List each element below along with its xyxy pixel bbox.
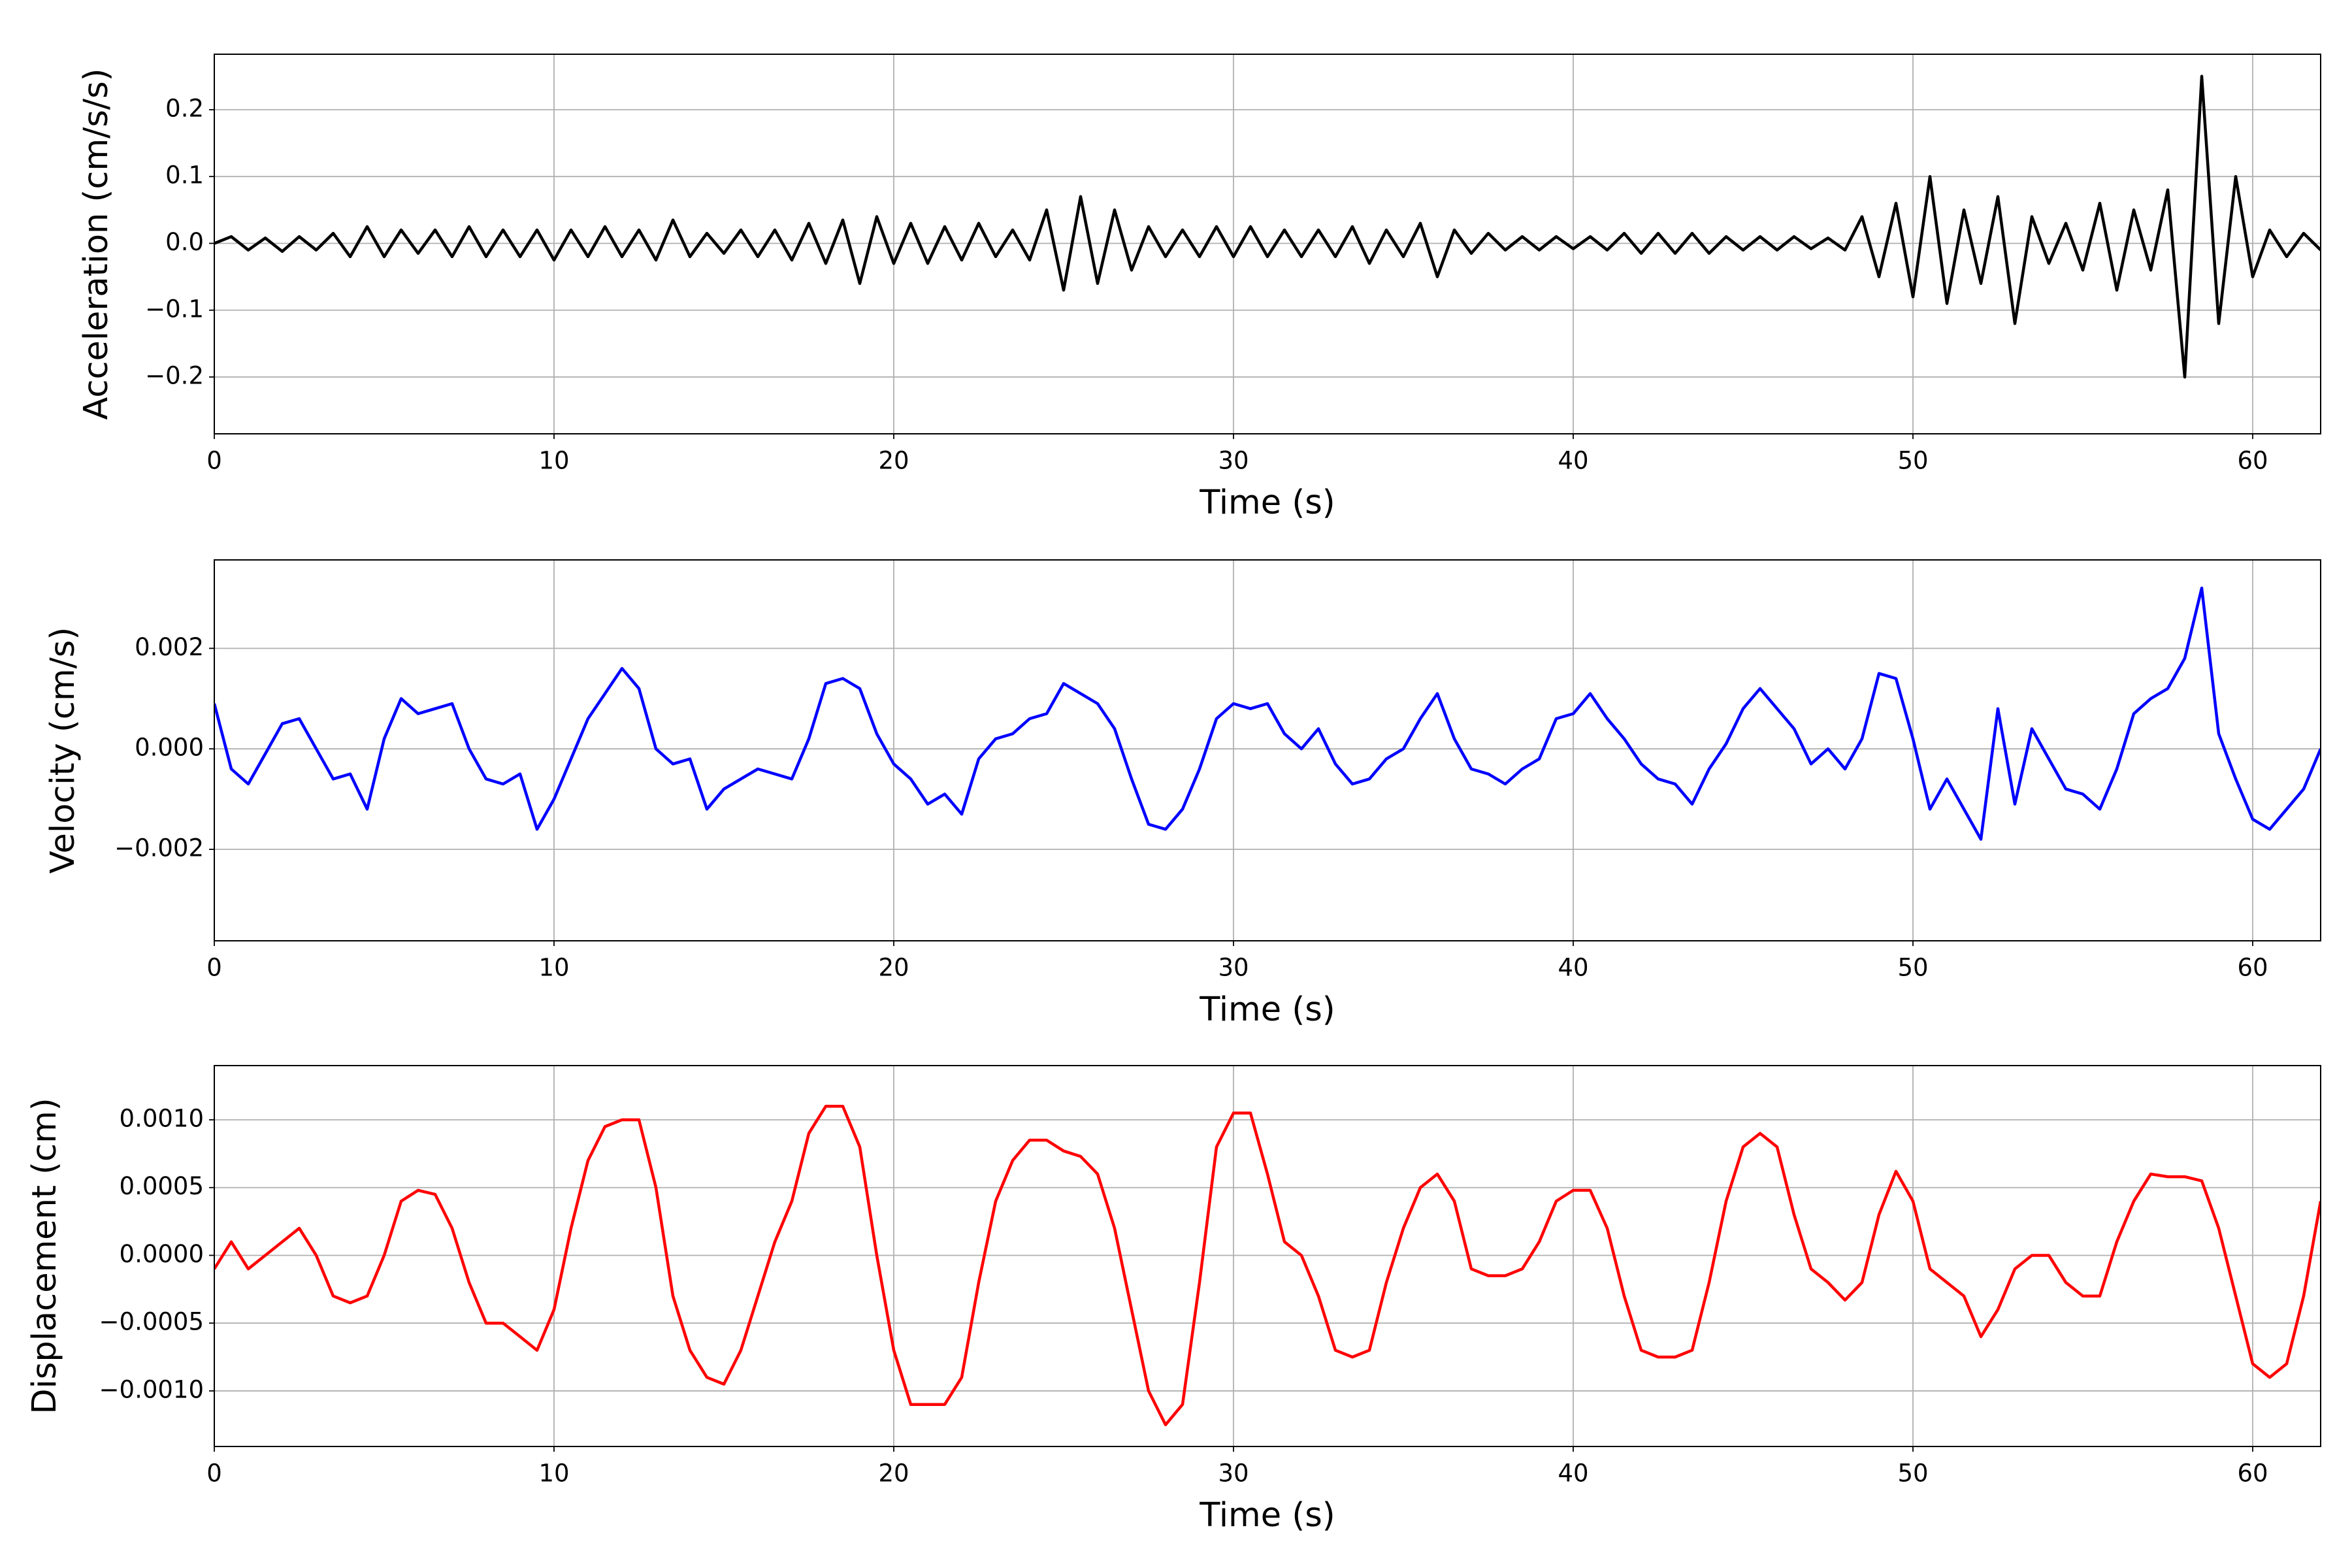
x-axis-label: Time (s) xyxy=(1199,990,1335,1029)
x-tick-label: 10 xyxy=(538,1460,569,1488)
x-tick-label: 10 xyxy=(538,447,569,475)
y-tick-label: 0.0005 xyxy=(120,1172,204,1200)
x-tick-label: 0 xyxy=(206,1460,222,1488)
y-tick-label: 0.002 xyxy=(135,633,204,661)
x-tick-label: 20 xyxy=(878,954,909,982)
x-tick-label: 60 xyxy=(2237,1460,2268,1488)
data-line xyxy=(214,1104,2321,1427)
y-tick-label: 0.0000 xyxy=(120,1240,204,1268)
x-tick-label: 20 xyxy=(878,447,909,475)
y-tick-label: 0.1 xyxy=(165,161,204,189)
x-tick-label: 30 xyxy=(1218,954,1249,982)
y-tick-label: −0.0010 xyxy=(99,1375,204,1403)
y-tick-label: 0.0 xyxy=(165,228,204,256)
y-axis-label: Displacement (cm) xyxy=(25,1098,64,1414)
x-axis-label: Time (s) xyxy=(1199,1496,1335,1535)
data-line xyxy=(214,586,2321,841)
x-tick-label: 40 xyxy=(1558,1460,1588,1488)
y-tick-label: −0.2 xyxy=(145,362,204,390)
x-tick-label: 50 xyxy=(1897,954,1928,982)
x-tick-label: 40 xyxy=(1558,447,1588,475)
data-line xyxy=(214,74,2321,379)
y-tick-label: 0.000 xyxy=(135,734,204,762)
x-axis-label: Time (s) xyxy=(1199,483,1335,522)
y-axis-label: Velocity (cm/s) xyxy=(44,627,82,874)
y-tick-label: −0.002 xyxy=(114,834,204,862)
y-tick-label: −0.1 xyxy=(145,295,204,323)
x-tick-label: 50 xyxy=(1897,447,1928,475)
x-tick-label: 40 xyxy=(1558,954,1588,982)
x-tick-label: 60 xyxy=(2237,447,2268,475)
x-tick-label: 60 xyxy=(2237,954,2268,982)
x-tick-label: 50 xyxy=(1897,1460,1928,1488)
plot-frame xyxy=(214,559,2321,941)
x-tick-label: 10 xyxy=(538,954,569,982)
plot-frame xyxy=(214,1065,2321,1447)
y-tick-label: −0.0005 xyxy=(99,1308,204,1336)
y-tick-label: 0.2 xyxy=(165,94,204,122)
x-tick-label: 0 xyxy=(206,447,222,475)
x-tick-label: 0 xyxy=(206,954,222,982)
y-tick-label: 0.0010 xyxy=(120,1104,204,1132)
x-tick-label: 20 xyxy=(878,1460,909,1488)
x-tick-label: 30 xyxy=(1218,1460,1249,1488)
y-axis-label: Acceleration (cm/s/s) xyxy=(77,68,116,419)
plot-frame xyxy=(214,54,2321,434)
x-tick-label: 30 xyxy=(1218,447,1249,475)
